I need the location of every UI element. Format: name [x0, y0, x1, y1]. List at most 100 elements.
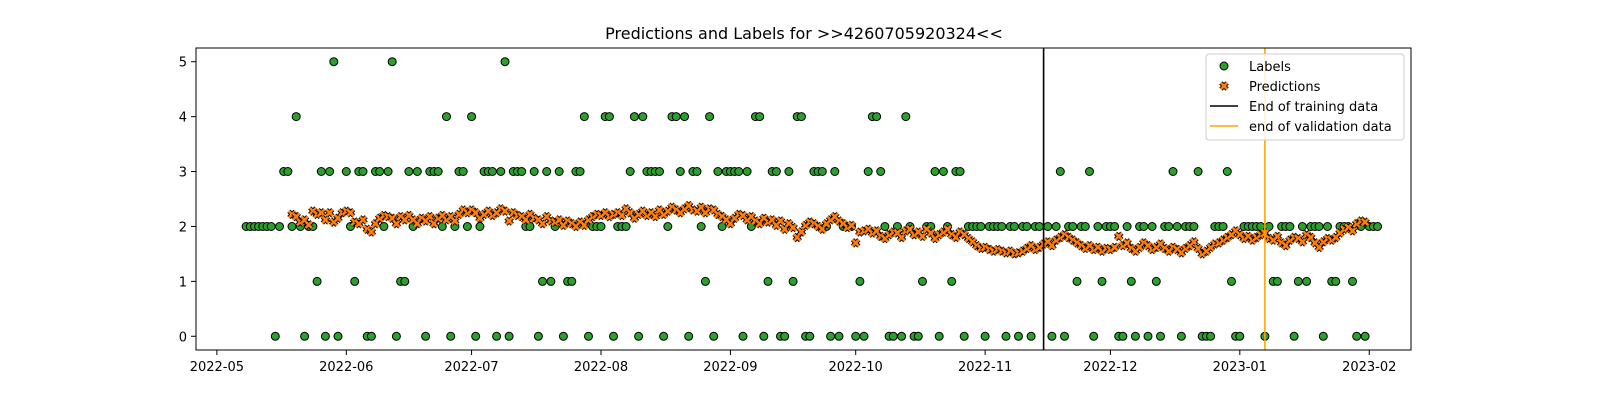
label-point: [655, 167, 664, 176]
label-point: [759, 331, 769, 341]
label-point: [366, 331, 376, 341]
label-point: [997, 222, 1007, 231]
label-point: [805, 331, 815, 341]
label-point: [500, 57, 510, 67]
prediction-point: [797, 227, 806, 237]
label-point: [462, 222, 472, 231]
label-point: [738, 331, 748, 341]
chart-title: Predictions and Labels for >>42607059203…: [605, 24, 1003, 43]
label-point: [312, 276, 322, 286]
label-point: [1293, 276, 1303, 286]
label-point: [1118, 331, 1128, 341]
label-point: [350, 276, 360, 286]
label-point: [834, 331, 844, 341]
label-point: [517, 167, 527, 176]
label-point: [634, 331, 644, 341]
label-point: [1047, 331, 1057, 341]
prediction-point: [788, 223, 798, 232]
label-point: [383, 167, 393, 176]
label-point: [496, 167, 506, 176]
label-point: [291, 112, 301, 122]
label-point: [1122, 222, 1132, 231]
label-point: [1085, 167, 1094, 176]
label-point: [851, 331, 861, 341]
prediction-point: [500, 206, 510, 216]
label-point: [1218, 222, 1228, 231]
label-point: [788, 276, 798, 286]
label-point: [1289, 331, 1299, 341]
label-point: [872, 112, 882, 122]
label-point: [1009, 222, 1019, 231]
label-point: [554, 167, 564, 176]
legend-predictions-marker: [1219, 81, 1229, 91]
label-point: [763, 276, 773, 286]
legend-entry-label: Predictions: [1249, 80, 1321, 95]
label-point: [270, 331, 280, 341]
label-point: [1235, 331, 1245, 341]
label-point: [538, 276, 547, 286]
label-point: [1222, 167, 1232, 176]
label-point: [1323, 222, 1332, 231]
label-point: [609, 331, 618, 341]
y-tick-label: 0: [179, 330, 187, 345]
label-point: [888, 331, 898, 341]
label-point: [1285, 222, 1295, 231]
label-point: [1014, 331, 1023, 341]
label-point: [955, 167, 965, 176]
label-point: [404, 167, 414, 176]
label-point: [1026, 331, 1036, 341]
prediction-point: [897, 233, 906, 242]
label-point: [1093, 222, 1103, 231]
x-tick-label: 2022-07: [444, 360, 498, 375]
label-point: [287, 222, 297, 231]
label-point: [947, 276, 957, 286]
label-point: [913, 331, 923, 341]
label-point: [546, 276, 556, 286]
label-point: [780, 331, 790, 341]
y-tick-label: 2: [179, 220, 187, 235]
label-point: [1143, 331, 1153, 341]
label-point: [876, 167, 886, 176]
x-tick-label: 2022-10: [829, 360, 883, 375]
y-tick-label: 1: [179, 275, 187, 290]
label-point: [1068, 222, 1078, 231]
legend-entry-label: end of validation data: [1249, 120, 1392, 135]
label-point: [1168, 167, 1178, 176]
prediction-point: [358, 215, 368, 224]
label-point: [504, 331, 514, 341]
prediction-point: [1348, 226, 1357, 235]
label-point: [1147, 222, 1157, 231]
label-point: [742, 167, 752, 176]
x-tick-label: 2022-11: [958, 360, 1012, 375]
label-point: [1272, 276, 1282, 286]
label-point: [1097, 276, 1107, 286]
label-point: [412, 167, 422, 176]
label-point: [863, 167, 873, 176]
label-point: [1297, 222, 1307, 231]
label-point: [859, 331, 869, 341]
x-tick-label: 2022-08: [574, 360, 628, 375]
label-point: [525, 222, 535, 231]
legend-labels-marker: [1219, 61, 1229, 71]
plot-frame: [195, 47, 1412, 351]
label-point: [976, 222, 986, 231]
prediction-point: [367, 227, 376, 237]
prediction-point: [425, 212, 434, 221]
label-point: [1130, 331, 1140, 341]
label-point: [1055, 167, 1065, 176]
prediction-point: [651, 212, 660, 221]
prediction-point: [505, 216, 514, 226]
x-tick-label: 2022-06: [319, 360, 373, 375]
label-point: [675, 167, 685, 176]
label-point: [1189, 222, 1199, 231]
prediction-point: [321, 215, 330, 224]
label-point: [659, 331, 669, 341]
label-point: [604, 112, 614, 122]
prediction-point: [538, 219, 547, 228]
labels-series: [241, 57, 1383, 341]
label-point: [333, 331, 343, 341]
prediction-point: [1360, 217, 1370, 227]
label-point: [680, 112, 689, 122]
legend-entry-label: End of training data: [1249, 100, 1378, 115]
